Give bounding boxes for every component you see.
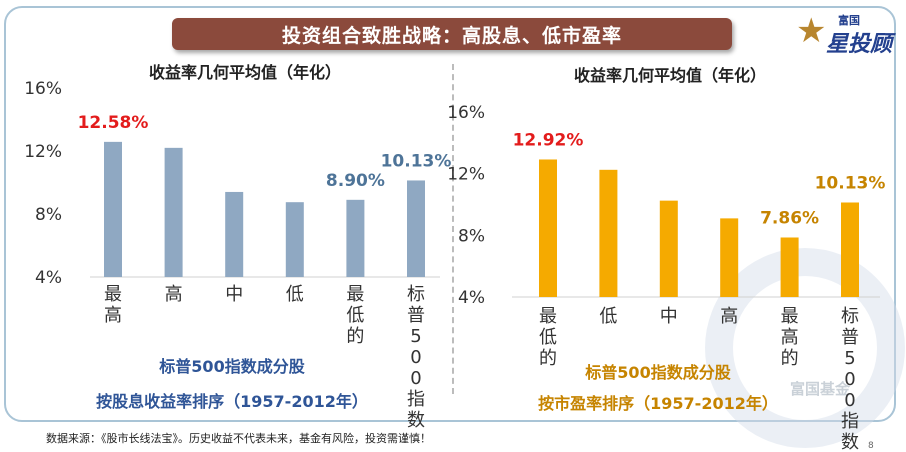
div-y-tick-label: 16%: [24, 79, 62, 99]
div-chart-title: 收益率几何平均值（年化）: [149, 63, 341, 82]
slide-frame: [4, 6, 896, 422]
div-x-tick-label: 标普 5 0 0 指数: [407, 284, 425, 431]
pe-caption-line1: 标普500指数成分股: [584, 363, 731, 382]
div-caption-line1: 标普500指数成分股: [158, 357, 305, 376]
div-x-tick-label: 高: [165, 284, 183, 305]
div-bar: [346, 199, 365, 277]
pe-data-label: 12.92%: [513, 130, 584, 150]
pe-y-tick-label: 16%: [447, 103, 485, 123]
div-x-tick-label: 中: [225, 284, 243, 305]
chart-divider: [452, 64, 454, 394]
watermark-text: 富国基金: [790, 380, 851, 398]
div-caption-line2: 按股息收益率排序（1957-2012年）: [96, 392, 368, 411]
pe-x-tick-label: 最高的: [781, 306, 799, 369]
page-number: 8: [868, 441, 874, 451]
div-y-tick-label: 12%: [24, 142, 62, 162]
div-bar: [225, 191, 244, 277]
logo-main-text: 星投顾: [826, 32, 893, 57]
div-x-tick-label: 最低的: [346, 284, 364, 347]
pe-y-tick-label: 4%: [458, 288, 485, 308]
slide-title: 投资组合致胜战略：高股息、低市盈率: [172, 18, 732, 50]
div-bar: [164, 147, 183, 277]
pe-data-label: 10.13%: [815, 173, 886, 193]
pe-bar: [659, 200, 678, 297]
pe-caption-line2: 按市盈率排序（1957-2012年）: [538, 394, 778, 413]
pe-chart-title: 收益率几何平均值（年化）: [574, 66, 766, 85]
div-y-tick-label: 4%: [35, 268, 62, 288]
div-bar: [285, 202, 304, 277]
data-source-footnote: 数据来源：《股市长线法宝》。历史收益不代表未来，基金有风险，投资需谨慎！: [46, 432, 431, 445]
pe-data-label: 7.86%: [760, 208, 819, 228]
pe-bar: [841, 202, 859, 297]
pe-bar: [780, 237, 799, 297]
pe-x-tick-label: 低: [599, 306, 617, 327]
logo-top-text: 富国: [838, 14, 860, 27]
pe-y-tick-label: 8%: [458, 226, 485, 246]
div-y-tick-label: 8%: [35, 205, 62, 225]
div-x-tick-label: 低: [286, 284, 304, 305]
pe-bar: [599, 169, 618, 297]
pe-x-tick-label: 最低的: [539, 306, 557, 369]
div-x-tick-label: 最高: [104, 284, 122, 326]
div-data-label: 12.58%: [78, 113, 149, 133]
star-icon: ★: [796, 11, 827, 51]
pe-x-tick-label: 高: [720, 306, 738, 327]
brand-logo: ★ 富国 星投顾: [796, 10, 896, 57]
div-bar: [407, 180, 425, 277]
pe-bar: [720, 218, 739, 297]
div-data-label: 8.90%: [326, 171, 385, 191]
div-data-label: 10.13%: [381, 151, 452, 171]
pe-bar: [539, 159, 557, 297]
pe-y-tick-label: 12%: [447, 165, 485, 185]
pe-x-tick-label: 中: [660, 306, 678, 327]
div-bar: [104, 141, 122, 277]
pe-x-tick-label: 标普 5 0 0 指数: [841, 306, 859, 452]
